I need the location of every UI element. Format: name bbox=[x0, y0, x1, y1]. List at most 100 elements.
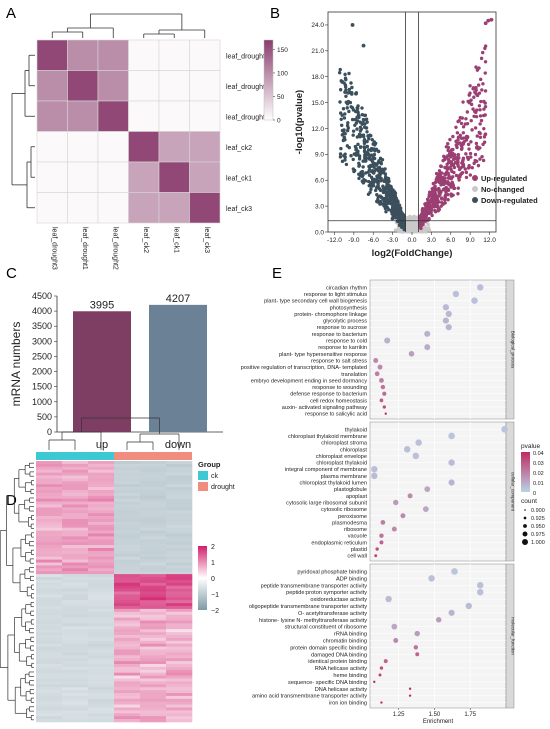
point-down-regulated bbox=[361, 134, 366, 139]
heatmap-cell bbox=[140, 681, 167, 685]
point-up-regulated bbox=[427, 217, 431, 221]
heatmap-cell bbox=[62, 640, 89, 644]
point-up-regulated bbox=[459, 143, 463, 147]
enrichment-point bbox=[379, 398, 384, 403]
point-up-regulated bbox=[473, 126, 478, 130]
heatmap-cell bbox=[140, 672, 167, 676]
heatmap-cell bbox=[166, 614, 193, 618]
term-label: chloroplast stroma bbox=[321, 441, 368, 447]
x-tick-label: 9.0 bbox=[466, 237, 475, 244]
point-down-regulated bbox=[374, 147, 379, 151]
point-up-regulated bbox=[473, 158, 477, 163]
heatmap-cell bbox=[140, 490, 167, 494]
heatmap-cell bbox=[88, 603, 115, 607]
heatmap-cell bbox=[140, 484, 167, 488]
heatmap-cell bbox=[166, 559, 193, 563]
heatmap-cell bbox=[166, 695, 193, 700]
point-down-regulated bbox=[344, 94, 348, 98]
heatmap-cell bbox=[62, 710, 89, 714]
heatmap-cell bbox=[166, 582, 193, 586]
term-label: translation bbox=[341, 372, 367, 378]
heatmap-cell bbox=[36, 577, 63, 581]
heatmap-cell bbox=[62, 498, 89, 502]
point-up-regulated bbox=[463, 167, 467, 171]
heatmap-cell bbox=[88, 516, 115, 520]
heatmap-cell bbox=[62, 484, 89, 488]
pvalue-colorbar bbox=[521, 452, 530, 492]
heatmap-cell bbox=[158, 131, 190, 163]
term-label: plasmodesma bbox=[332, 520, 368, 526]
point-up-regulated bbox=[461, 125, 466, 129]
term-label: chloroplast thylakoid membrane bbox=[288, 434, 367, 440]
heatmap-cell bbox=[88, 490, 115, 494]
heatmap-cell bbox=[62, 684, 89, 688]
heatmap-cell bbox=[166, 716, 193, 720]
point-down-regulated bbox=[364, 117, 369, 121]
heatmap-cell bbox=[166, 661, 193, 665]
point-down-regulated bbox=[366, 179, 371, 184]
enrichment-point bbox=[379, 378, 384, 383]
enrichment-point bbox=[408, 351, 415, 357]
group-bar-drought bbox=[114, 452, 192, 460]
heatmap-cell bbox=[166, 510, 193, 514]
point-down-regulated bbox=[352, 169, 356, 174]
heatmap-cell bbox=[36, 652, 63, 656]
heatmap-cell bbox=[36, 684, 63, 688]
heatmap-cell bbox=[88, 507, 115, 511]
heatmap-cell bbox=[36, 693, 63, 697]
heatmap-cell bbox=[36, 461, 63, 465]
point-down-regulated bbox=[386, 192, 390, 197]
enrichment-point bbox=[452, 290, 460, 298]
heatmap-cell bbox=[62, 548, 89, 552]
heatmap-cell bbox=[62, 519, 89, 523]
heatmap-cell bbox=[88, 620, 115, 624]
heatmap-cell bbox=[166, 713, 193, 717]
heatmap-cell bbox=[114, 484, 141, 488]
facet-panel bbox=[369, 279, 507, 420]
row-label: leaf_ck3 bbox=[226, 206, 252, 213]
point-up-regulated bbox=[474, 65, 478, 69]
point-up-regulated bbox=[439, 164, 443, 168]
heatmap-cell bbox=[36, 672, 63, 676]
pvalue-tick-label: 0.03 bbox=[533, 461, 544, 467]
heatmap-cell bbox=[158, 70, 190, 102]
heatmap-cell bbox=[189, 131, 221, 163]
group-legend-title: Group bbox=[198, 460, 221, 469]
enrichment-point bbox=[391, 526, 397, 532]
heatmap-cell bbox=[88, 623, 115, 627]
heatmap-cell bbox=[114, 591, 141, 595]
heatmap-cell bbox=[114, 533, 141, 537]
heatmap-cell bbox=[62, 664, 89, 668]
point-up-regulated bbox=[446, 198, 450, 202]
heatmap-cell bbox=[97, 192, 129, 224]
heatmap-cell bbox=[140, 707, 167, 711]
heatmap-cell bbox=[158, 192, 190, 224]
heatmap-cell bbox=[97, 161, 129, 193]
heatmap-cell bbox=[140, 704, 167, 708]
point-down-regulated bbox=[399, 211, 403, 215]
heatmap-cell bbox=[140, 501, 167, 505]
heatmap-cell bbox=[140, 710, 167, 714]
point-down-regulated bbox=[401, 214, 405, 219]
term-label: damaged DNA binding bbox=[311, 652, 367, 658]
x-axis-label: log2(FoldChange) bbox=[372, 248, 453, 259]
enrichment-point bbox=[379, 540, 384, 545]
term-label: ADP binding bbox=[336, 576, 367, 582]
enrichment-point bbox=[382, 405, 386, 409]
heatmap-cell bbox=[62, 637, 89, 642]
point-up-regulated bbox=[478, 157, 482, 161]
heatmap-cell bbox=[36, 698, 63, 702]
group-legend-swatch bbox=[198, 482, 208, 491]
heatmap-cell bbox=[36, 475, 63, 479]
heatmap-cell bbox=[88, 498, 115, 502]
heatmap-cell bbox=[62, 568, 89, 572]
term-label: response to cold bbox=[326, 339, 367, 345]
heatmap-cell bbox=[166, 539, 193, 543]
heatmap-cell bbox=[36, 629, 63, 633]
heatmap-cell bbox=[36, 521, 63, 526]
point-down-regulated bbox=[346, 99, 351, 104]
colorbar-tick-label: 150 bbox=[277, 47, 288, 54]
heatmap-cell bbox=[62, 707, 89, 711]
point-down-regulated bbox=[345, 106, 349, 110]
